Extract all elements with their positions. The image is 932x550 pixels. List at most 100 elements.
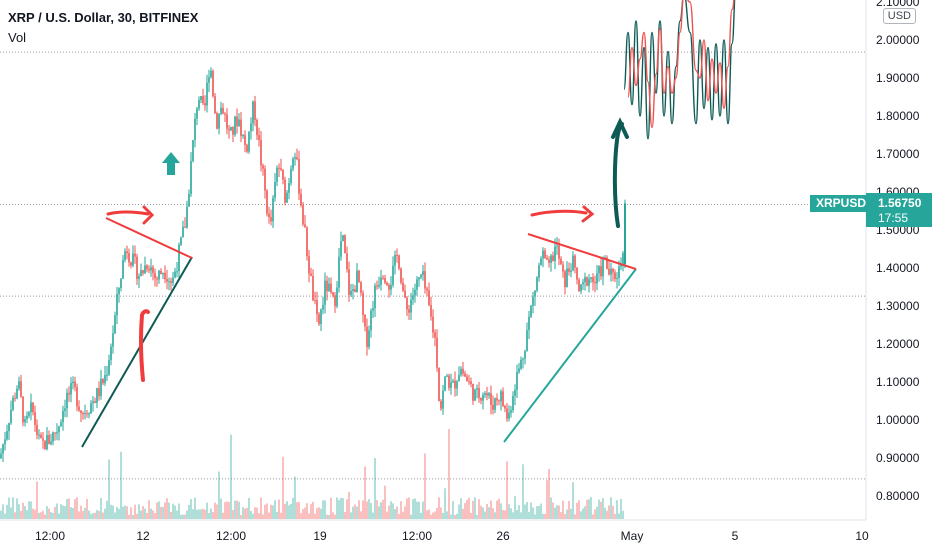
dark-arrow-up-right[interactable] [612,122,624,228]
volume-bar [434,511,436,519]
volume-bar [578,500,580,519]
volume-bar [308,513,310,519]
volume-bar [378,506,380,519]
candle-body [412,295,414,300]
candle-body [62,410,64,423]
currency-badge[interactable]: USD [882,8,916,24]
candle-body [614,272,616,280]
candle-body [150,267,152,271]
candle-body [366,326,368,347]
volume-bar [16,498,18,519]
volume-bar [336,497,338,519]
candle-body [550,255,552,263]
candle-body [546,257,548,260]
volume-bar [136,513,138,519]
volume-bar [300,513,302,519]
drawings[interactable] [81,117,637,448]
candle-body [588,279,590,286]
candle-body [146,265,148,270]
candle-body [520,359,522,369]
trendline-resistance-left[interactable] [105,217,193,259]
volume-bar [498,498,500,519]
volume-bar [552,502,554,519]
candle-body [350,290,352,295]
volume-bar [236,500,238,519]
candle-body [484,393,486,395]
candle-body [392,265,394,286]
trendline-support-left[interactable] [81,256,193,448]
volume-bar [138,504,140,519]
volume-bar [612,505,614,519]
candle-body [36,424,38,436]
candle-body [258,135,260,140]
volume-bar [256,507,258,519]
volume-bar [14,512,16,519]
volume-bar [112,505,114,519]
candle-body [244,135,246,145]
red-arrow-right[interactable] [530,209,588,217]
candle-body [474,389,476,401]
candle-body [472,383,474,401]
volume-bar [164,502,166,519]
volume-bar [8,497,10,519]
red-arrow-left[interactable] [106,210,150,216]
volume-bar [482,507,484,519]
volume-bar [598,499,600,519]
candle-body [156,278,158,280]
volume-label[interactable]: Vol [8,30,27,45]
volume-bar [154,513,156,519]
volume-bar [388,505,390,519]
time-axis[interactable]: 12:00 12 12:00 19 12:00 26 May 5 10 [35,529,869,543]
volume-bar [244,508,246,519]
candle-body [90,403,92,414]
volume-bar [314,513,316,519]
time-axis-background [0,520,932,550]
volume-bar [542,513,544,519]
candle-body [72,381,74,384]
volume-bar [436,508,438,519]
candle-body [352,289,354,291]
candle-body [522,358,524,360]
candle-body [266,190,268,214]
volume-bar [560,512,562,519]
y-tick-label: 1.10000 [876,375,920,389]
candle-body [326,280,328,292]
x-tick-label: 12:00 [35,529,65,543]
candle-body [344,235,346,254]
candle-body [430,305,432,317]
candle-body [238,119,240,127]
trendline-support-right[interactable] [503,268,637,443]
candle-body [252,101,254,124]
volume-bar [202,508,204,519]
volume-bar [454,514,456,519]
candle-body [76,387,78,407]
candle-body [338,256,340,288]
candle-body [210,70,212,78]
volume-bar [212,511,214,519]
red-arrow-up-left[interactable] [138,309,150,382]
volume-bar [416,501,418,519]
candle-body [272,197,274,222]
symbol-title[interactable]: XRP / U.S. Dollar, 30, BITFINEX [8,10,199,25]
volume-bar [248,497,250,519]
green-arrow-up-icon[interactable] [162,152,180,175]
volume-bar [346,499,348,519]
trendline-resistance-right[interactable] [527,233,637,270]
candle-body [286,192,288,203]
candle-body [560,258,562,265]
volume-bar [566,509,568,519]
y-tick-label: 0.90000 [876,451,920,465]
candle-body [426,288,428,291]
volume-bar [268,512,270,519]
volume-bar [538,505,540,519]
candle-body [496,398,498,401]
dark-arrow-up-right-head[interactable] [611,117,629,139]
volume-bar [238,501,240,519]
red-arrow-left-head[interactable] [142,205,155,225]
price-axis[interactable]: 2.100002.000001.900001.800001.700001.600… [876,0,920,503]
red-arrow-right-head[interactable] [581,205,595,223]
volume-bar [530,502,532,519]
candle-body [440,401,442,409]
volume-bar [476,514,478,519]
